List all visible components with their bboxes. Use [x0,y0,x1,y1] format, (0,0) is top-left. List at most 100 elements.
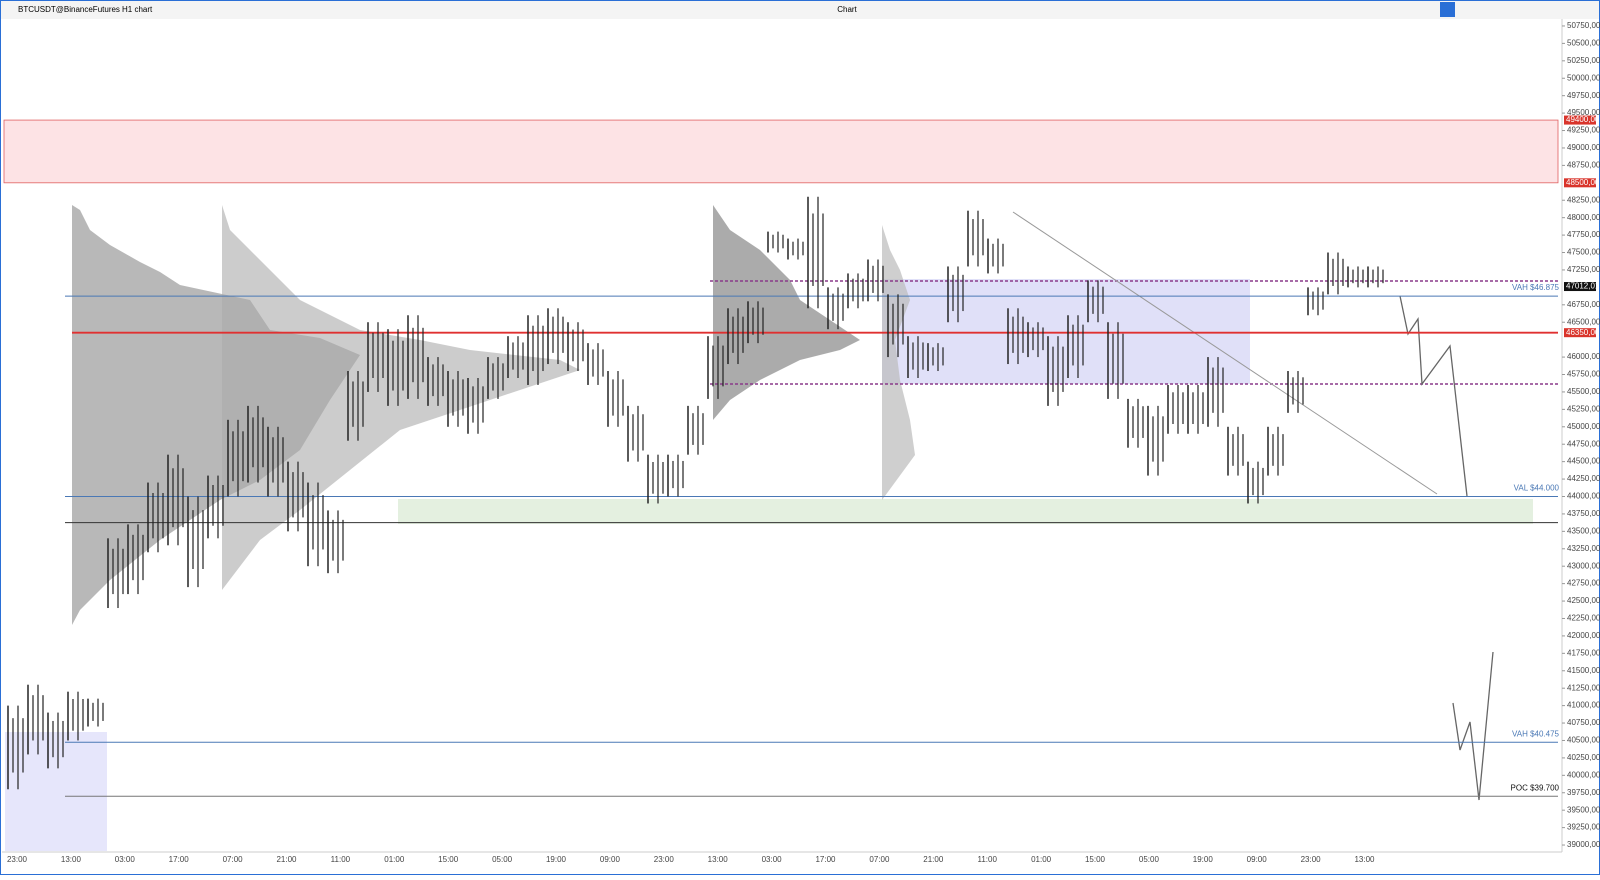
x-tick-label: 13:00 [1354,855,1375,864]
support-box [398,499,1533,524]
resistance-zone [3,119,1559,184]
y-tick-label: 43750,00 [1567,509,1600,518]
y-tick-label: 45250,00 [1567,404,1600,413]
price-tag [1564,115,1596,125]
y-tick-label: 40250,00 [1567,753,1600,762]
y-tick-label: 42750,00 [1567,579,1600,588]
volume-profile [222,205,580,590]
x-tick-label: 15:00 [1085,855,1106,864]
y-tick-label: 49750,00 [1567,91,1600,100]
value-area-box [882,279,1250,384]
x-tick-label: 23:00 [7,855,28,864]
y-tick-label: 41250,00 [1567,683,1600,692]
window-title: Chart [837,5,857,14]
y-tick-label: 42250,00 [1567,614,1600,623]
y-tick-label: 47500,00 [1567,248,1600,257]
x-tick-label: 15:00 [438,855,459,864]
y-tick-label: 41500,00 [1567,666,1600,675]
volume-profile [713,205,860,420]
y-tick-label: 44000,00 [1567,492,1600,501]
y-tick-label: 39000,00 [1567,840,1600,849]
x-tick-label: 03:00 [115,855,136,864]
x-tick-label: 19:00 [546,855,567,864]
y-tick-label: 50500,00 [1567,39,1600,48]
x-tick-label: 03:00 [762,855,783,864]
projection-path [1399,295,1468,497]
y-tick-label: 39500,00 [1567,805,1600,814]
level-annotation: VAL $44.000 [1514,484,1560,493]
x-tick-label: 09:00 [1247,855,1268,864]
price-tag-label: 49400,00 [1566,115,1600,124]
x-tick-label: 17:00 [169,855,190,864]
x-tick-label: 07:00 [223,855,244,864]
y-tick-label: 50000,00 [1567,73,1600,82]
y-tick-label: 48250,00 [1567,195,1600,204]
y-tick-label: 42000,00 [1567,631,1600,640]
level-annotation: POC $39.700 [1511,783,1560,792]
y-tick-label: 40500,00 [1567,736,1600,745]
level-annotation: VAH $46.875 [1512,283,1560,292]
projection-path [1452,651,1494,801]
y-tick-label: 42500,00 [1567,596,1600,605]
volume-profile [72,205,360,625]
y-tick-label: 44500,00 [1567,457,1600,466]
y-tick-label: 49500,00 [1567,108,1600,117]
y-tick-label: 41000,00 [1567,701,1600,710]
y-tick-label: 44750,00 [1567,439,1600,448]
price-tag [1564,282,1596,292]
y-tick-label: 41750,00 [1567,648,1600,657]
price-tag [1564,328,1596,338]
y-tick-label: 47250,00 [1567,265,1600,274]
price-tag-label: 46350,00 [1566,328,1600,337]
y-tick-label: 39750,00 [1567,788,1600,797]
x-tick-label: 05:00 [492,855,513,864]
y-tick-label: 48750,00 [1567,160,1600,169]
x-tick-label: 01:00 [1031,855,1052,864]
y-tick-label: 49250,00 [1567,126,1600,135]
x-tick-label: 23:00 [654,855,675,864]
y-tick-label: 45000,00 [1567,422,1600,431]
x-tick-label: 09:00 [600,855,621,864]
price-tag-label: 47012,01 [1566,282,1600,291]
y-tick-label: 40000,00 [1567,770,1600,779]
y-tick-label: 48000,00 [1567,213,1600,222]
x-tick-label: 11:00 [331,855,351,864]
interval[interactable]: H1 chart [122,5,153,14]
y-tick-label: 40750,00 [1567,718,1600,727]
y-tick-label: 44250,00 [1567,474,1600,483]
camera-button[interactable] [1440,2,1455,17]
y-tick-label: 50750,00 [1567,21,1600,30]
trend-line [1012,211,1438,495]
level-annotation: VAH $40.475 [1512,729,1560,738]
y-tick-label: 46500,00 [1567,317,1600,326]
symbol[interactable]: BTCUSDT@BinanceFutures [18,5,120,14]
x-tick-label: 21:00 [276,855,297,864]
x-tick-label: 01:00 [384,855,405,864]
y-tick-label: 43000,00 [1567,561,1600,570]
y-tick-label: 47750,00 [1567,230,1600,239]
y-tick-label: 50250,00 [1567,56,1600,65]
x-tick-label: 21:00 [923,855,944,864]
x-tick-label: 17:00 [815,855,836,864]
y-tick-label: 39250,00 [1567,823,1600,832]
toolbar [1,1,1599,19]
y-tick-label: 45500,00 [1567,387,1600,396]
y-tick-label: 46000,00 [1567,352,1600,361]
volume-profile [882,225,915,500]
x-tick-label: 23:00 [1301,855,1322,864]
price-tag-label: 48500,00 [1566,178,1600,187]
y-tick-label: 46750,00 [1567,300,1600,309]
x-tick-label: 19:00 [1193,855,1214,864]
y-tick-label: 43250,00 [1567,544,1600,553]
y-tick-label: 49000,00 [1567,143,1600,152]
y-tick-label: 45750,00 [1567,370,1600,379]
x-tick-label: 13:00 [61,855,82,864]
x-tick-label: 07:00 [869,855,890,864]
x-tick-label: 13:00 [708,855,729,864]
x-tick-label: 11:00 [977,855,997,864]
price-tag [1564,178,1596,188]
y-tick-label: 43500,00 [1567,526,1600,535]
x-tick-label: 05:00 [1139,855,1160,864]
value-area-box [5,732,107,851]
